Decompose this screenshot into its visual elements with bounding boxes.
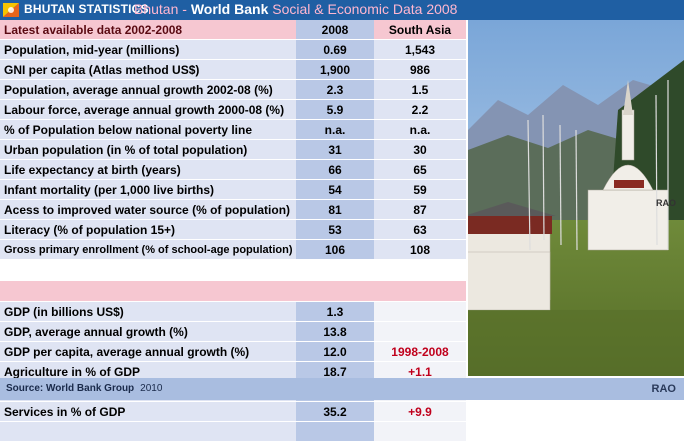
bhutan-value: 35.2 (296, 401, 374, 422)
south-asia-value: 986 (374, 59, 466, 80)
bhutan-value: 66 (296, 159, 374, 180)
title-country: Bhutan - (134, 1, 187, 17)
table-row: Acess to improved water source (% of pop… (0, 199, 466, 220)
row-label: Services in % of GDP (0, 401, 296, 422)
row-label: Labour force, average annual growth 2000… (0, 99, 296, 120)
title-rest: Social & Economic Data 2008 (272, 1, 458, 17)
table-row: Gross primary enrollment (% of school-ag… (0, 239, 466, 260)
row-label: GDP (in billions US$) (0, 301, 296, 322)
row-label: Agriculture in % of GDP (0, 361, 296, 382)
bhutan-value: 31 (296, 139, 374, 160)
row-label: GDP per capita, average annual growth (%… (0, 341, 296, 362)
south-asia-value: 63 (374, 219, 466, 240)
page-title: Bhutan - World Bank Social & Economic Da… (134, 1, 457, 17)
footer-credit: RAO (651, 383, 676, 395)
south-asia-value: 65 (374, 159, 466, 180)
row-label: Literacy (% of population 15+) (0, 219, 296, 240)
table-row: Population, average annual growth 2002-0… (0, 79, 466, 100)
bhutan-value: 53 (296, 219, 374, 240)
photo-credit: RAO (656, 198, 676, 208)
table-row: Population, mid-year (millions) 0.69 1,543 (0, 39, 466, 60)
table-row: GDP per capita, average annual growth (%… (0, 341, 466, 362)
source-text: Source: World Bank Group (6, 383, 135, 394)
source-year: 2010 (140, 383, 163, 394)
bhutan-value: 1,900 (296, 59, 374, 80)
south-asia-value: 59 (374, 179, 466, 200)
bhutan-value: n.a. (296, 119, 374, 140)
stupa-photo: RAO (468, 20, 684, 376)
row-label: Acess to improved water source (% of pop… (0, 199, 296, 220)
table-row: GNI per capita (Atlas method US$) 1,900 98… (0, 59, 466, 80)
bhutan-flag-icon (3, 3, 19, 17)
header-label: Latest available data 2002-2008 (0, 20, 296, 40)
row-label: Infant mortality (per 1,000 live births) (0, 179, 296, 200)
brand-label: BHUTAN STATISTICS (24, 2, 149, 16)
south-asia-value (374, 321, 466, 342)
bhutan-value: 81 (296, 199, 374, 220)
bhutan-value: 106 (296, 239, 374, 260)
south-asia-value (374, 301, 466, 322)
row-label: GDP, average annual growth (%) (0, 321, 296, 342)
row-label: Gross primary enrollment (% of school-ag… (0, 239, 296, 260)
table-row: Literacy (% of population 15+) 53 63 (0, 219, 466, 240)
row-label: Population, average annual growth 2002-0… (0, 79, 296, 100)
row-label: Life expectancy at birth (years) (0, 159, 296, 180)
footer: Source: World Bank Group 2010 RAO (0, 378, 684, 400)
bhutan-value: 5.9 (296, 99, 374, 120)
section-gap (0, 259, 466, 281)
header-col-2008: 2008 (296, 20, 374, 40)
bhutan-value: 0.69 (296, 39, 374, 60)
table-row: Labour force, average annual growth 2000… (0, 99, 466, 120)
landscape-image (468, 20, 684, 376)
bhutan-value: 2.3 (296, 79, 374, 100)
south-asia-value: 108 (374, 239, 466, 260)
data-table-container: Latest available data 2002-2008 2008 Sou… (0, 20, 466, 442)
south-asia-value: +1.1 (374, 361, 466, 382)
south-asia-value: 1998-2008 (374, 341, 466, 362)
table-row: Services in % of GDP 35.2 +9.9 (0, 401, 466, 422)
title-bank: World Bank (190, 1, 269, 17)
header-col-south-asia: South Asia (374, 20, 466, 40)
section-separator (0, 280, 466, 302)
south-asia-value: n.a. (374, 119, 466, 140)
south-asia-value: 1,543 (374, 39, 466, 60)
south-asia-value: 1.5 (374, 79, 466, 100)
row-label: % of Population below national poverty l… (0, 119, 296, 140)
table-header-row: Latest available data 2002-2008 2008 Sou… (0, 20, 466, 40)
table-end-row (0, 421, 466, 442)
table-row: Infant mortality (per 1,000 live births)… (0, 179, 466, 200)
bhutan-value: 13.8 (296, 321, 374, 342)
table-row: Urban population (in % of total populati… (0, 139, 466, 160)
table-row: Agriculture in % of GDP 18.7 +1.1 (0, 361, 466, 382)
row-label: Population, mid-year (millions) (0, 39, 296, 60)
south-asia-value: 87 (374, 199, 466, 220)
row-label: GNI per capita (Atlas method US$) (0, 59, 296, 80)
table-row: GDP, average annual growth (%) 13.8 (0, 321, 466, 342)
row-label: Urban population (in % of total populati… (0, 139, 296, 160)
south-asia-value: 2.2 (374, 99, 466, 120)
bhutan-value: 1.3 (296, 301, 374, 322)
table-row: GDP (in billions US$) 1.3 (0, 301, 466, 322)
south-asia-value: +9.9 (374, 401, 466, 422)
bhutan-value: 12.0 (296, 341, 374, 362)
bhutan-value: 54 (296, 179, 374, 200)
table-row: % of Population below national poverty l… (0, 119, 466, 140)
south-asia-value: 30 (374, 139, 466, 160)
table-row: Life expectancy at birth (years) 66 65 (0, 159, 466, 180)
title-banner: BHUTAN STATISTICS Bhutan - World Bank So… (0, 0, 684, 20)
source-note: Source: World Bank Group 2010 (6, 383, 162, 394)
